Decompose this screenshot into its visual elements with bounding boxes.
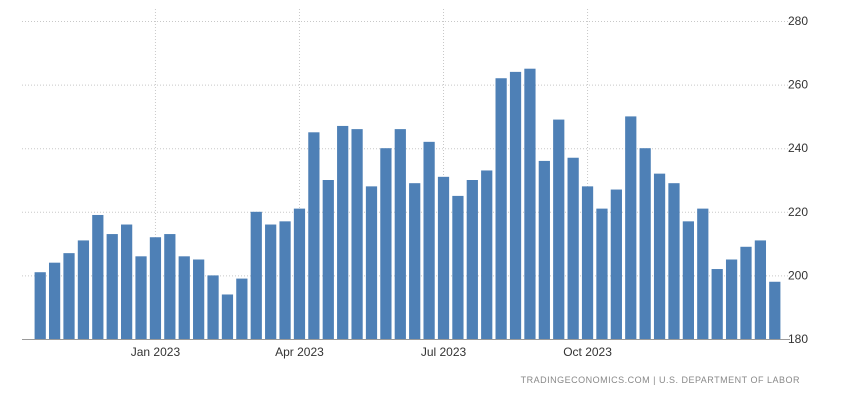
bar: [625, 116, 637, 340]
bar: [178, 256, 190, 339]
bar: [135, 256, 147, 339]
x-axis-ticks: Jan 2023 Apr 2023 Jul 2023 Oct 2023: [131, 345, 612, 359]
y-tick-label: 240: [788, 141, 808, 155]
bar: [437, 176, 450, 339]
bars: [34, 68, 781, 340]
bar: [509, 71, 522, 339]
bar: [221, 294, 234, 339]
bar: [610, 189, 622, 339]
x-tick-label: Jan 2023: [131, 345, 181, 359]
bar: [265, 224, 277, 339]
y-tick-label: 220: [788, 205, 808, 219]
bar: [553, 119, 565, 339]
bar: [596, 208, 608, 339]
y-tick-label: 180: [788, 332, 808, 346]
bar: [423, 141, 435, 339]
bar: [106, 234, 118, 339]
bar: [581, 186, 594, 339]
bar: [481, 170, 493, 339]
bar: [236, 278, 248, 339]
bar: [48, 262, 61, 339]
y-tick-label: 260: [788, 78, 808, 92]
bar: [653, 173, 666, 339]
bar: [711, 269, 723, 339]
bar: [754, 240, 767, 339]
bar: [322, 180, 334, 339]
bar: [697, 208, 709, 339]
bar: [538, 160, 550, 339]
bar: [380, 148, 392, 339]
bar: [337, 125, 349, 339]
bar: [92, 214, 104, 339]
bar: [524, 68, 536, 339]
x-tick-label: Jul 2023: [421, 345, 467, 359]
bar: [495, 78, 507, 340]
bar: [250, 211, 262, 339]
bar: [394, 129, 406, 339]
bar: [682, 221, 694, 339]
bar: [365, 186, 378, 339]
bar: [121, 224, 133, 339]
bar: [308, 132, 320, 339]
bar: [34, 272, 46, 339]
bar: [351, 129, 363, 339]
y-tick-label: 200: [788, 268, 808, 282]
bar: [466, 180, 478, 339]
bar: [668, 183, 680, 339]
bar: [207, 275, 219, 339]
source-attribution: TRADINGECONOMICS.COM | U.S. DEPARTMENT O…: [520, 375, 800, 385]
bar: [164, 234, 176, 339]
bar: [769, 281, 781, 339]
bar: [63, 253, 75, 339]
bar: [725, 259, 738, 339]
y-tick-label: 280: [788, 14, 808, 28]
bar: [740, 246, 752, 339]
bar: [293, 208, 306, 339]
bar: [409, 183, 421, 339]
bar: [452, 195, 464, 339]
bar: [279, 221, 291, 339]
bar: [193, 259, 205, 339]
x-tick-label: Oct 2023: [563, 345, 612, 359]
bar: [77, 240, 90, 339]
x-tick-label: Apr 2023: [275, 345, 324, 359]
y-axis-ticks: 180 200 220 240 260 280: [788, 14, 808, 346]
bar: [639, 148, 651, 339]
bar: [149, 237, 162, 339]
bar: [567, 157, 579, 339]
